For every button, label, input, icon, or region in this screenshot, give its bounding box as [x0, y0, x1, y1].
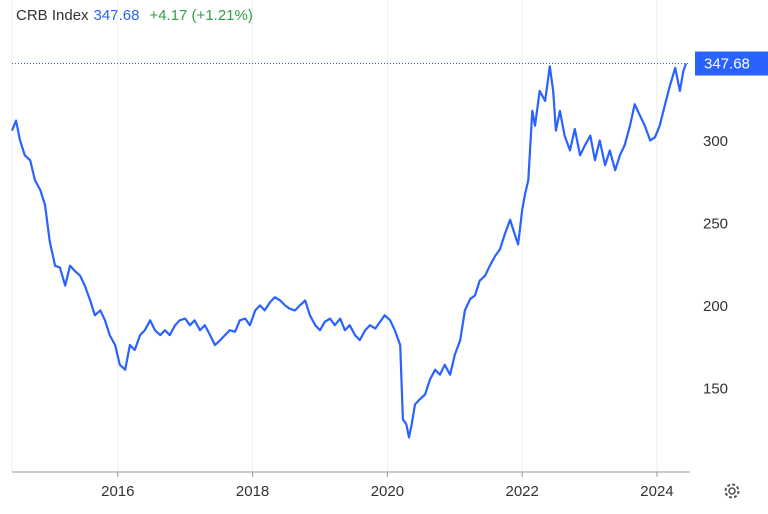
price: 347.68 — [94, 7, 140, 24]
gear-inner — [728, 487, 736, 495]
x-tick-label: 2024 — [640, 483, 673, 500]
x-tick-label: 2016 — [101, 483, 134, 500]
line-series — [10, 63, 688, 439]
y-tick-label: 300 — [703, 133, 728, 150]
chart-title: CRB Index — [16, 7, 89, 24]
y-tick-label: 250 — [703, 216, 728, 233]
settings-icon[interactable] — [724, 483, 740, 499]
gear-outer — [724, 483, 740, 499]
x-tick-label: 2020 — [371, 483, 404, 500]
x-tick-label: 2022 — [505, 483, 538, 500]
last-value-label: 347.68 — [704, 55, 750, 72]
x-tick-label: 2018 — [236, 483, 269, 500]
y-tick-label: 200 — [703, 298, 728, 315]
y-tick-label: 150 — [703, 381, 728, 398]
price-change: +4.17 (+1.21%) — [149, 7, 252, 24]
last-value-badge — [695, 51, 768, 76]
